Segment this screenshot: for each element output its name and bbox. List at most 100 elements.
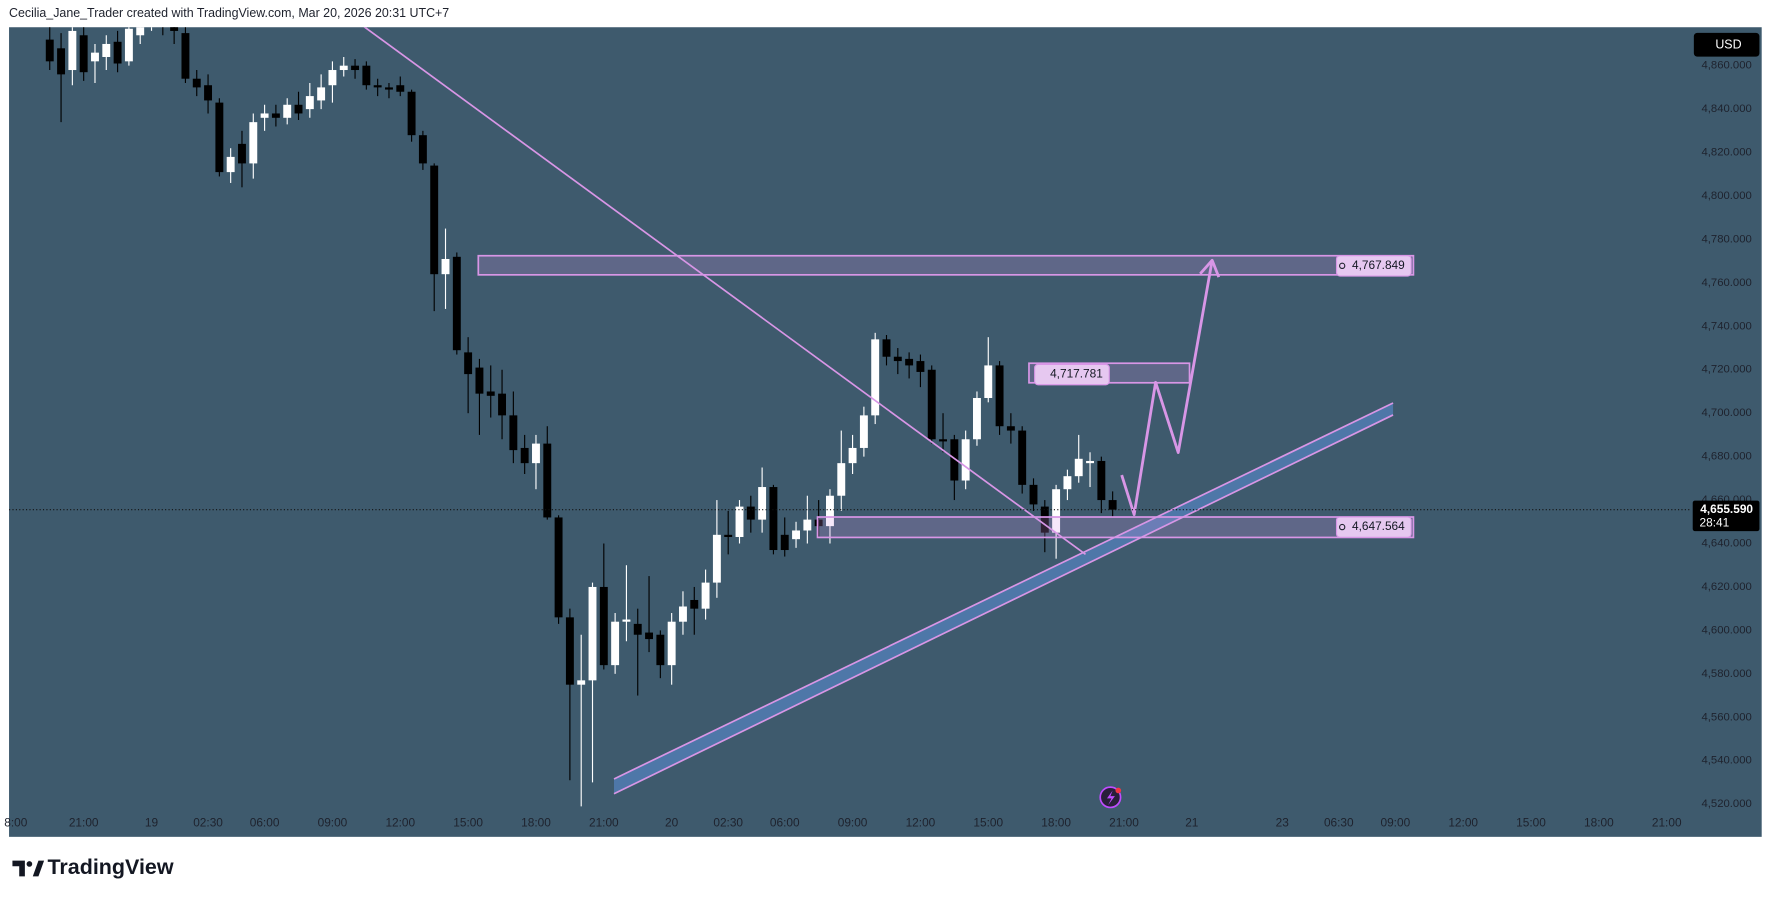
x-tick-label: 21:00 [1109,815,1139,829]
axes: 4,520.000 4,540.000 4,560.000 4,580.000 4,60… [4,60,1760,829]
candle-body [1074,458,1083,477]
candle-body [68,30,77,71]
candle-body [859,415,868,448]
logo-t [12,860,25,877]
zone-price-box [1335,516,1412,538]
brand-name: TradingView [47,855,173,879]
candle-body [238,143,246,164]
x-tick-label: 06:30 [1324,815,1354,829]
candle-body [317,87,326,101]
candle-body [927,369,936,440]
logo-dot [26,861,33,867]
candle-body [577,680,586,685]
plot-area: 4,767.849 4,717.781 4,647.564 [9,27,1691,807]
candle-body [814,519,823,527]
candle-body [430,165,439,275]
zone-price-label: 4,717.781 [1050,367,1103,381]
x-tick-label: 02:30 [193,815,223,829]
zone-handle [1339,523,1346,531]
candle-body [780,534,789,551]
candle-body [769,487,778,551]
price-zone [477,254,1415,276]
candle-body [916,361,925,372]
x-tick-label: 20 [665,815,679,829]
candle-body [283,104,292,118]
trendline [363,27,1087,556]
candle-body [645,632,654,640]
candle-body [803,519,812,531]
currency-label: USD [1715,38,1741,52]
candle-body [204,85,213,101]
candle-body [1086,460,1094,464]
candle-body [961,439,970,481]
x-tick-label: 12:00 [906,815,936,829]
candle-body [871,339,880,416]
candle-body [396,85,405,92]
candle-body [1108,500,1117,510]
candle-body [57,48,66,75]
y-tick-label: 4,620.000 [1702,581,1752,593]
y-tick-label: 4,600.000 [1702,624,1752,636]
candle-body [475,367,484,394]
candle-body [746,506,755,520]
x-tick-label: 09:00 [318,815,348,829]
candle-body [984,365,993,398]
brand-logo [12,860,45,877]
candle-body [373,85,382,88]
candle-body [679,606,687,622]
currency-badge [1693,32,1760,57]
x-tick-label: 21:00 [1652,815,1682,829]
candle-body [554,517,563,618]
candle-body [271,113,280,118]
x-tick-label: 21:00 [69,815,99,829]
x-tick-label: 18:00 [1041,815,1071,829]
candle-body [701,582,710,609]
candle-body [848,447,857,464]
candle-body [486,391,495,396]
candle-body [418,135,427,164]
candle-body [305,96,314,110]
chart-background [9,27,1762,837]
candle-body [260,113,269,118]
candle-body [599,586,608,666]
channel-lower-line [613,414,1394,795]
y-tick-label: 4,860.000 [1702,60,1752,72]
candle-body [690,599,699,609]
candle-body [294,104,303,114]
x-tick-label: 02:30 [713,815,743,829]
candle-body [667,621,676,666]
candle-body [192,78,201,88]
candle-body [611,621,620,666]
y-tick-label: 4,840.000 [1702,103,1752,115]
candle-body [939,439,947,442]
candle-body [226,156,235,173]
candle-body [735,506,744,537]
candle-body [724,534,733,537]
candle-body [882,339,891,357]
candle-body [1029,484,1038,505]
x-tick-label: 06:00 [250,815,280,829]
y-tick-label: 4,800.000 [1702,190,1752,202]
zone-price-box [1034,363,1110,386]
candle-body [79,35,88,73]
y-tick-label: 4,640.000 [1702,537,1752,549]
y-tick-label: 4,780.000 [1702,233,1752,245]
candle-body [215,102,224,173]
candle-body [91,52,99,62]
candle-body [249,122,258,164]
y-tick-label: 4,580.000 [1702,668,1752,680]
candle-body [712,534,721,583]
last-price-label: 4,655.590 [1700,502,1753,516]
candle-body [1018,430,1027,485]
y-tick-label: 4,520.000 [1702,798,1752,810]
x-tick-label: 15:00 [1516,815,1546,829]
logo-v [32,860,45,877]
candle-body [588,586,597,681]
y-tick-label: 4,540.000 [1702,755,1752,767]
candle-body [498,393,507,416]
candle-body [124,28,133,62]
x-tick-label: 19 [145,815,159,829]
x-tick-label: 15:00 [973,815,1003,829]
zone-price-box [1335,255,1412,277]
